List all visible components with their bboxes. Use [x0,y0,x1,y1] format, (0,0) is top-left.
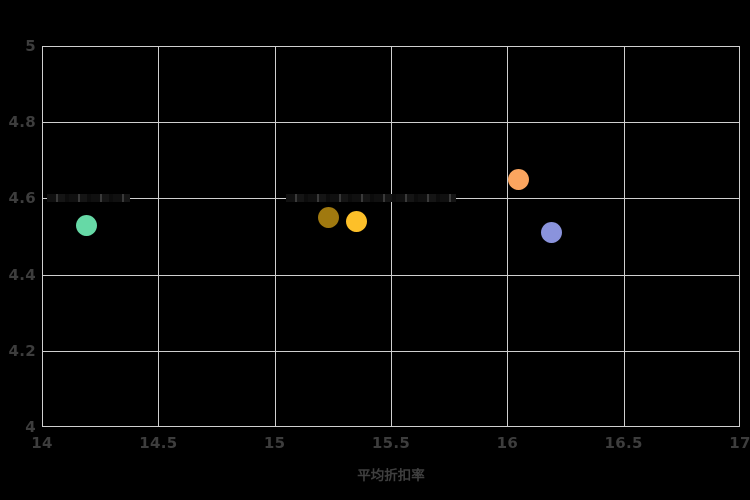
scatter-point-blue [541,222,563,244]
scatter-point-gold [345,210,367,232]
y-tick-label: 4.2 [8,341,36,360]
scatter-point-orange [508,168,530,190]
gridline-vertical [507,46,509,427]
plot-area [42,46,740,427]
y-tick-label: 4 [25,418,36,436]
gridline-vertical [391,46,392,427]
gridline-vertical [274,46,276,427]
x-axis-title: 平均折扣率 [357,468,425,484]
gridline-horizontal [42,426,740,427]
scatter-point-dark-gold [317,206,339,228]
gridline-horizontal [42,46,740,47]
x-tick-label: 15 [263,434,286,452]
x-tick-label: 16 [496,434,519,452]
gridline-vertical [739,46,740,427]
obscured-data-label [46,194,131,203]
x-tick-label: 14 [31,434,53,452]
gridline-horizontal [42,350,740,352]
x-tick-label: 17 [729,434,750,452]
obscured-data-label [286,194,457,203]
y-tick-label: 5 [25,37,36,55]
x-tick-label: 14.5 [139,434,178,452]
x-tick-label: 16.5 [604,434,643,452]
y-tick-label: 4.6 [8,189,36,208]
scatter-point-teal [75,214,97,236]
gridline-horizontal [42,122,740,124]
gridline-vertical [623,46,625,427]
gridline-vertical [158,46,160,427]
gridline-horizontal [42,274,740,276]
y-tick-label: 4.4 [8,265,36,284]
gridline-vertical [42,46,43,427]
x-tick-label: 15.5 [371,434,411,452]
y-tick-label: 4.8 [8,113,36,132]
